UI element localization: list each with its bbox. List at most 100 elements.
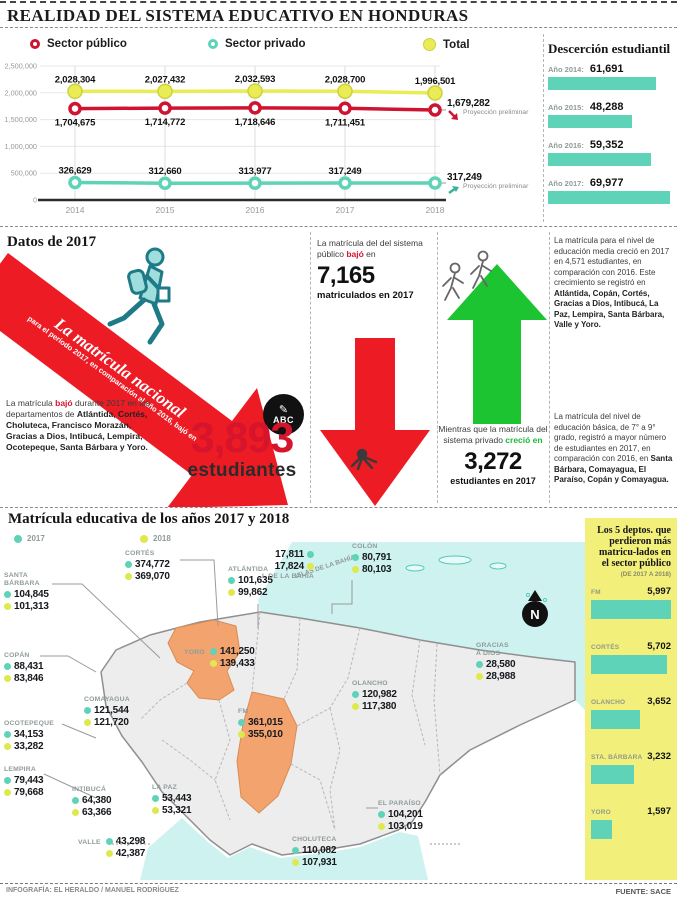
department-values: 104,845 101,313: [4, 589, 49, 612]
lost5-bar: [591, 710, 640, 729]
year-dot-icon: [72, 809, 79, 816]
value-row: 28,580: [476, 659, 516, 670]
lost5-dept: CORTÉS: [591, 644, 620, 651]
lost5-rows: FM 5,997 CORTÉS 5,702 OLANCHO 3,652 STA. BÁRBA…: [591, 586, 671, 839]
divider: [437, 232, 438, 503]
point-label: 1,996,501: [415, 76, 456, 87]
pacific-sea: [140, 818, 428, 880]
y-tick: 2,000,000: [5, 88, 37, 97]
value-row: 43,298: [105, 836, 146, 847]
public-sector-marker-icon: [30, 39, 40, 49]
honduras-map: ISLAS DE LA BAHÍA N CORTÉS 374,772: [0, 540, 585, 882]
map-legend-2018: 2018: [140, 534, 171, 543]
value-row: 121,720: [84, 717, 130, 728]
pencil-glyph: ✎: [278, 403, 289, 416]
divider: [549, 232, 550, 503]
compass-north-icon: N: [522, 590, 548, 627]
year-dot-icon: [228, 577, 235, 584]
department-values: 34,153 33,282: [4, 729, 54, 752]
department-name: OLANCHO: [352, 680, 388, 687]
year-dot-icon: [84, 719, 91, 726]
enrollment-value: 99,862: [238, 587, 268, 598]
media-level-paragraph: La matrícula para el nivel de educación …: [554, 236, 673, 331]
enrollment-value: 110,082: [302, 845, 337, 856]
value-row: 99,862: [228, 587, 273, 598]
value-row: 369,070: [125, 571, 170, 582]
enrollment-value: 79,443: [14, 775, 44, 786]
enrollment-value: 141,250: [219, 646, 255, 657]
y-tick: 500,000: [11, 169, 37, 178]
total-marker-icon: [423, 38, 436, 51]
value-row: 374,772: [125, 559, 170, 570]
annotation-privado-2018: 317,249 Proyección preliminar: [447, 172, 539, 196]
value-row: 121,544: [84, 705, 130, 716]
year-dot-icon: [352, 703, 359, 710]
department-name: EL PARAÍSO: [378, 800, 421, 807]
desercion-value: 61,691: [589, 63, 624, 75]
lost5-value: 1,597: [647, 806, 671, 817]
big-number-unit: estudiantes: [187, 460, 297, 481]
value-row: 79,443: [4, 775, 44, 786]
department-name: LA PAZ: [152, 784, 177, 791]
legend-label: 2018: [153, 534, 171, 543]
map-label-col-n: COLÓN 80,791 80,103: [352, 543, 392, 576]
point-label: 1,704,675: [55, 118, 96, 129]
abc-text: ABC: [273, 414, 294, 425]
enrollment-line-chart-section: Sector público Sector privado Total 2,50…: [0, 30, 677, 226]
annotation-value: 317,249: [447, 172, 482, 183]
year-dot-icon: [152, 795, 159, 802]
value-row: 33,282: [4, 741, 54, 752]
x-tick: 2018: [426, 205, 445, 215]
enrollment-value: 33,282: [14, 741, 44, 752]
department-values: 17,811 17,824: [262, 549, 315, 572]
year-dot-icon: [238, 731, 245, 738]
text-segment: Mientras que la matrícula del sistema pr…: [438, 424, 548, 445]
value-row: 103,019: [378, 821, 423, 832]
enrollment-value: 101,313: [14, 601, 49, 612]
public-drop-block: La matrícula del del sistema público baj…: [317, 238, 431, 301]
year-dot-icon: [125, 573, 132, 580]
enrollment-value: 43,298: [115, 836, 146, 847]
enrollment-value: 104,845: [14, 589, 49, 600]
enrollment-value: 17,811: [275, 549, 305, 560]
department-values: 101,635 99,862: [228, 575, 273, 598]
year-dot-icon: [4, 675, 11, 682]
point-label: 2,028,304: [55, 74, 96, 85]
lost5-dept: OLANCHO: [591, 699, 626, 706]
marker-total: [337, 83, 353, 100]
value-row: 42,387: [105, 848, 145, 859]
value-row: 63,366: [72, 807, 112, 818]
value-row: 110,082: [292, 845, 337, 856]
marker-total: [157, 83, 173, 100]
desercion-year: Año 2015:: [548, 103, 584, 112]
value-row: 120,982: [352, 689, 397, 700]
map-label-olancho: OLANCHO 120,982 117,380: [352, 680, 397, 713]
lost5-dept: STA. BÁRBARA: [591, 754, 643, 761]
desercion-bar: [548, 191, 670, 204]
lost5-bar-chart-panel: Los 5 deptos. que perdieron más matricu-…: [585, 518, 677, 880]
point-label: 313,977: [239, 166, 272, 177]
lost5-row: CORTÉS 5,702: [591, 641, 671, 674]
enrollment-value: 121,720: [94, 717, 129, 728]
year-dot-icon: [476, 673, 483, 680]
text-segment: en: [363, 249, 376, 259]
desercion-row: Año 2014: 61,691: [548, 63, 674, 90]
map-title: Matrícula educativa de los años 2017 y 2…: [8, 511, 290, 527]
year-dot-icon: [105, 850, 113, 857]
point-label: 1,714,772: [145, 117, 185, 128]
value-row: 117,380: [352, 701, 397, 712]
year-dot-icon: [238, 719, 245, 726]
year-dot-icon: [152, 807, 159, 814]
map-label-i-de-la-bah-a: 17,811 17,824 I. DE LA BAHÍA: [262, 549, 315, 582]
text-segment: La matrícula del nivel de educación bási…: [554, 412, 667, 463]
year-dot-icon: [228, 589, 235, 596]
enrollment-value: 17,824: [274, 561, 305, 572]
enrollment-value: 79,668: [14, 787, 44, 798]
y-tick: 1,000,000: [5, 142, 37, 151]
private-growth-sub: estudiantes en 2017: [450, 476, 536, 486]
enrollment-value: 28,580: [486, 659, 516, 670]
department-values: 141,250 139,433: [209, 646, 255, 670]
year-dot-icon: [307, 551, 315, 558]
red-down-arrow-icon: [320, 338, 430, 506]
